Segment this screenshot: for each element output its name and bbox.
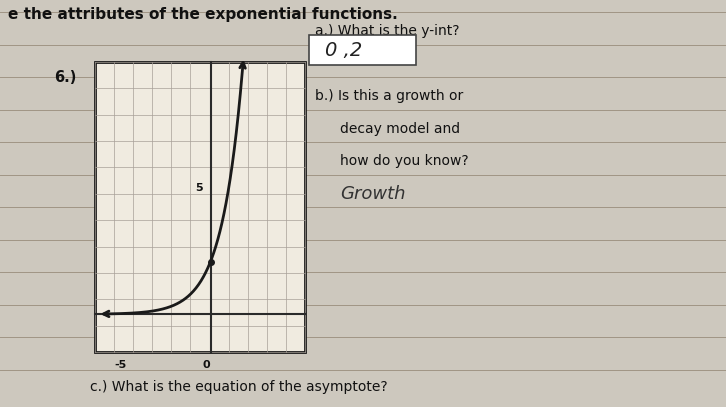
Text: 0 ,2: 0 ,2 — [325, 41, 362, 59]
Text: e the attributes of the exponential functions.: e the attributes of the exponential func… — [8, 7, 398, 22]
Text: b.) Is this a growth or: b.) Is this a growth or — [315, 89, 463, 103]
Text: 0: 0 — [203, 360, 211, 370]
Bar — [95, 62, 305, 352]
Text: 6.): 6.) — [54, 70, 76, 85]
Text: Growth: Growth — [340, 185, 406, 203]
Text: how do you know?: how do you know? — [340, 154, 468, 168]
Text: 5: 5 — [195, 183, 203, 193]
FancyBboxPatch shape — [309, 35, 416, 65]
Text: c.) What is the equation of the asymptote?: c.) What is the equation of the asymptot… — [90, 380, 388, 394]
Text: -5: -5 — [114, 360, 126, 370]
Text: decay model and: decay model and — [340, 122, 460, 136]
Text: a.) What is the y-int?: a.) What is the y-int? — [315, 24, 460, 38]
